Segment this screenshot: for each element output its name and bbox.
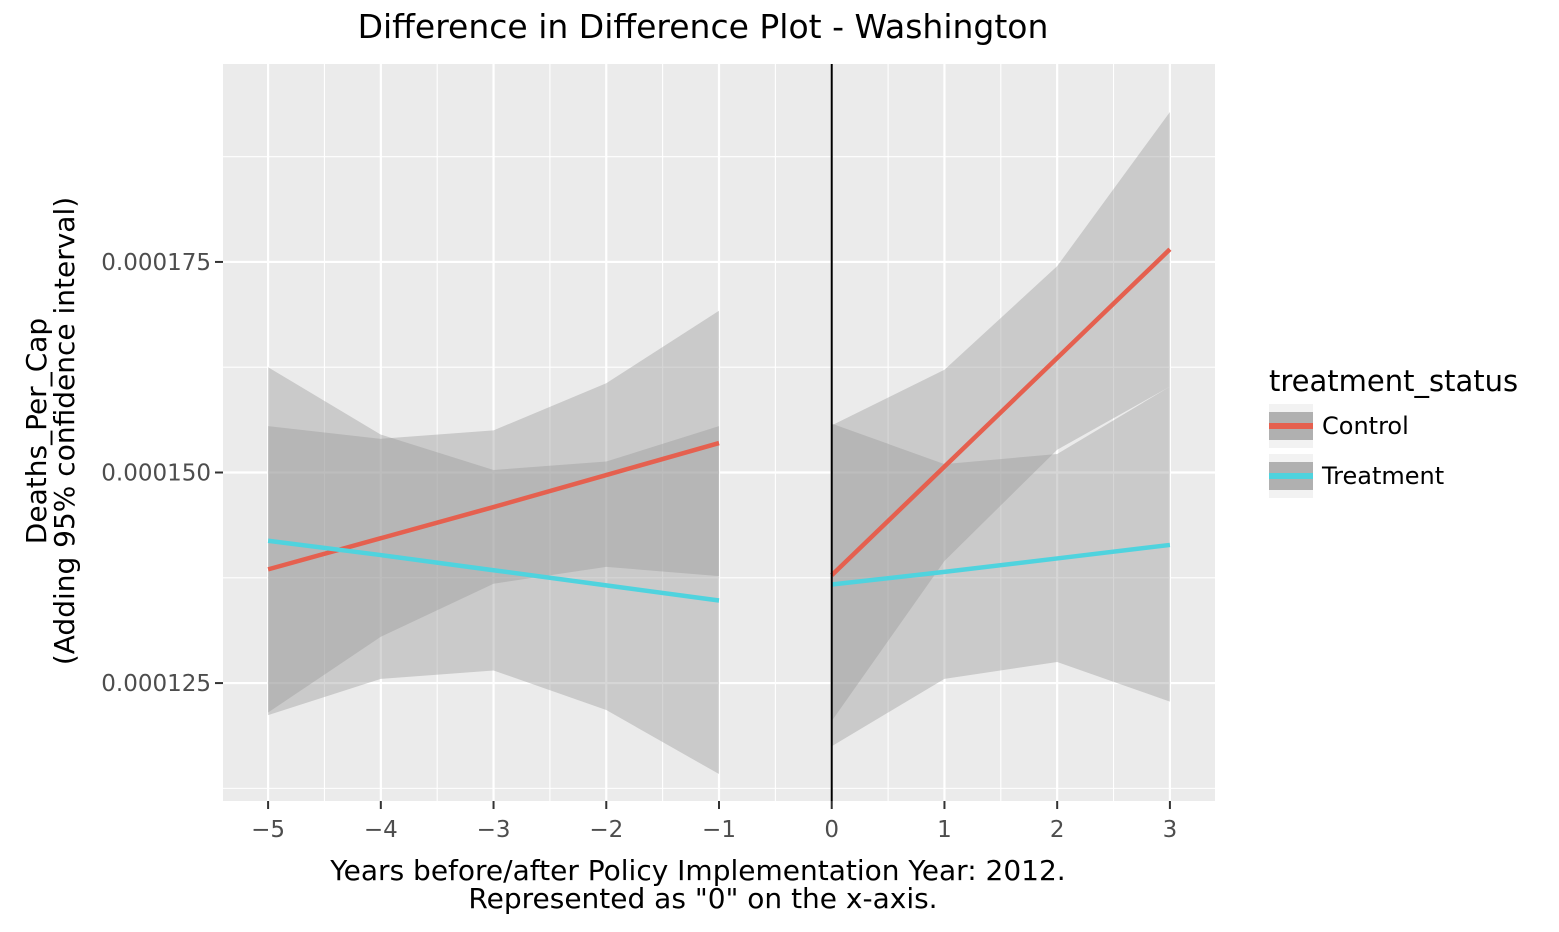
x-tick-label: −4	[364, 817, 398, 843]
x-axis-label-line2: Represented as "0" on the x-axis.	[468, 882, 937, 915]
legend-label-treatment: Treatment	[1321, 462, 1444, 490]
ci-ribbon-control-pre	[268, 310, 719, 713]
legend-label-control: Control	[1322, 412, 1409, 440]
series-lines	[267, 247, 1172, 603]
y-tick-label: 0.000175	[101, 250, 211, 276]
chart-title: Difference in Difference Plot - Washingt…	[358, 7, 1049, 46]
y-tick-label: 0.000150	[101, 461, 211, 487]
series-line-treatment-pre	[267, 538, 720, 603]
ci-ribbon-control-post	[831, 112, 1170, 721]
x-tick-label: −3	[477, 817, 511, 843]
x-tick-label: 1	[937, 817, 952, 843]
x-tick-label: 3	[1163, 817, 1178, 843]
x-tick-label: −5	[251, 817, 285, 843]
x-tick-label: −1	[702, 817, 736, 843]
y-axis-label-line2: (Adding 95% confidence interval)	[48, 197, 81, 665]
series-line-treatment-post	[831, 542, 1171, 587]
x-tick-label: 2	[1050, 817, 1065, 843]
series-line-control-post	[830, 247, 1172, 577]
x-tick-label: −2	[589, 817, 623, 843]
legend: treatment_status Control Treatment	[1269, 364, 1518, 498]
x-tick-label: 0	[824, 817, 839, 843]
axes: −5 −4 −3 −2 −1 0 1 2 3 0.000125 0.000150 0.000175	[101, 250, 1177, 843]
y-tick-label: 0.000125	[101, 671, 211, 697]
x-axis-label-line1: Years before/after Policy Implementation…	[329, 854, 1065, 887]
legend-title: treatment_status	[1269, 364, 1518, 398]
legend-entries: Control Treatment	[1269, 404, 1444, 498]
y-axis-label-line1: Deaths_Per_Cap	[20, 318, 53, 544]
